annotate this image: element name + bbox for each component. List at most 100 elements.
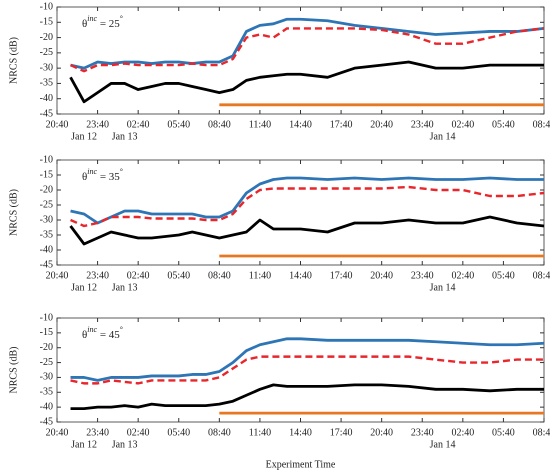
x-tick-label: 14:40 — [289, 270, 312, 281]
x-tick-label: 05:40 — [492, 119, 515, 130]
series-line — [69, 60, 544, 104]
x-tick-label: 08:40 — [208, 270, 231, 281]
series-line — [70, 17, 545, 70]
x-tick-label: 14:40 — [289, 427, 312, 438]
plot-frame — [56, 6, 545, 115]
y-axis-label: NRCS (dB) — [8, 189, 19, 236]
series-line — [70, 27, 545, 73]
x-tick-label: 05:40 — [492, 427, 515, 438]
y-tick-label: -35 — [40, 78, 53, 89]
date-label: Jan 13 — [112, 131, 138, 142]
y-tick-label: -40 — [40, 401, 53, 412]
series-line — [70, 355, 544, 385]
x-tick-label: 23:40 — [86, 270, 109, 281]
x-tick-label: 23:40 — [411, 119, 434, 130]
x-tick-label: 20:40 — [370, 427, 393, 438]
x-tick-label: 23:40 — [86, 427, 109, 438]
annotation-part: θ — [82, 329, 87, 341]
y-tick-label: -10 — [40, 312, 53, 323]
x-tick-label: 08:40 — [533, 427, 550, 438]
annotation-part: θ — [82, 18, 87, 30]
date-label: Jan 14 — [430, 439, 456, 450]
y-tick-label: -45 — [40, 259, 53, 270]
y-tick-label: -40 — [40, 244, 53, 255]
x-tick-label: 20:40 — [46, 270, 69, 281]
y-tick-label: -10 — [40, 1, 53, 12]
x-tick-label: 20:40 — [370, 270, 393, 281]
annotation-part: ° — [120, 14, 123, 23]
x-tick-label: 02:40 — [127, 427, 150, 438]
y-tick-label: -45 — [40, 108, 53, 119]
x-axis-label: Experiment Time — [266, 459, 336, 470]
x-tick-label: 14:40 — [289, 119, 312, 130]
annotation-part: ° — [120, 325, 123, 334]
y-tick-label: -40 — [40, 93, 53, 104]
x-tick-label: 05:40 — [167, 427, 190, 438]
annotation-part: inc — [87, 325, 97, 334]
series-line — [70, 176, 544, 225]
date-label: Jan 12 — [71, 439, 97, 450]
annotation: θinc = 35° — [82, 167, 123, 182]
x-tick-label: 02:40 — [127, 270, 150, 281]
x-tick-label: 17:40 — [330, 270, 353, 281]
x-tick-label: 11:40 — [249, 270, 271, 281]
y-tick-label: -25 — [40, 47, 53, 58]
x-tick-label: 17:40 — [330, 427, 353, 438]
y-tick-label: -10 — [40, 154, 53, 165]
y-tick-label: -20 — [40, 184, 53, 195]
x-tick-label: 11:40 — [249, 119, 271, 130]
x-tick-label: 20:40 — [46, 427, 69, 438]
series-line — [70, 337, 545, 382]
date-label: Jan 13 — [112, 282, 138, 293]
date-label: Jan 13 — [112, 439, 138, 450]
y-tick-label: -25 — [40, 357, 53, 368]
x-tick-label: 02:40 — [451, 427, 474, 438]
annotation-part: inc — [87, 14, 97, 23]
y-tick-label: -25 — [40, 199, 53, 210]
y-axis-label: NRCS (dB) — [8, 347, 19, 394]
plot-frame — [56, 159, 545, 266]
y-tick-label: -30 — [40, 214, 53, 225]
x-tick-label: 08:40 — [533, 119, 550, 130]
x-tick-label: 08:40 — [208, 119, 231, 130]
annotation: θinc = 25° — [82, 14, 123, 29]
x-tick-label: 23:40 — [86, 119, 109, 130]
annotation-part: ° — [120, 167, 123, 176]
y-tick-label: -35 — [40, 229, 53, 240]
y-tick-label: -45 — [40, 416, 53, 427]
x-tick-label: 02:40 — [451, 119, 474, 130]
annotation-part: θ — [82, 171, 87, 183]
y-tick-label: -15 — [40, 169, 53, 180]
y-tick-label: -30 — [40, 372, 53, 383]
x-tick-label: 20:40 — [46, 119, 69, 130]
date-label: Jan 14 — [430, 131, 456, 142]
x-tick-label: 08:40 — [208, 427, 231, 438]
series-line — [70, 185, 545, 228]
x-tick-label: 11:40 — [249, 427, 271, 438]
x-tick-label: 05:40 — [492, 270, 515, 281]
x-tick-label: 23:40 — [411, 427, 434, 438]
annotation-part: = 35 — [97, 171, 120, 183]
x-tick-label: 17:40 — [330, 119, 353, 130]
x-tick-label: 23:40 — [411, 270, 434, 281]
x-tick-label: 05:40 — [167, 270, 190, 281]
date-label: Jan 12 — [71, 131, 97, 142]
annotation: θinc = 45° — [82, 325, 123, 340]
x-tick-label: 05:40 — [167, 119, 190, 130]
y-tick-label: -20 — [40, 32, 53, 43]
y-axis-label: NRCS (dB) — [8, 37, 19, 84]
annotation-part: = 45 — [97, 329, 120, 341]
series-line — [70, 383, 544, 411]
annotation-part: inc — [87, 167, 97, 176]
series-line — [69, 215, 545, 246]
y-tick-label: -20 — [40, 342, 53, 353]
x-tick-label: 02:40 — [451, 270, 474, 281]
x-tick-label: 08:40 — [533, 270, 550, 281]
y-tick-label: -15 — [40, 17, 53, 28]
annotation-part: = 25 — [97, 18, 120, 30]
y-tick-label: -35 — [40, 387, 53, 398]
x-tick-label: 20:40 — [370, 119, 393, 130]
date-label: Jan 12 — [71, 282, 97, 293]
y-tick-label: -15 — [40, 327, 53, 338]
